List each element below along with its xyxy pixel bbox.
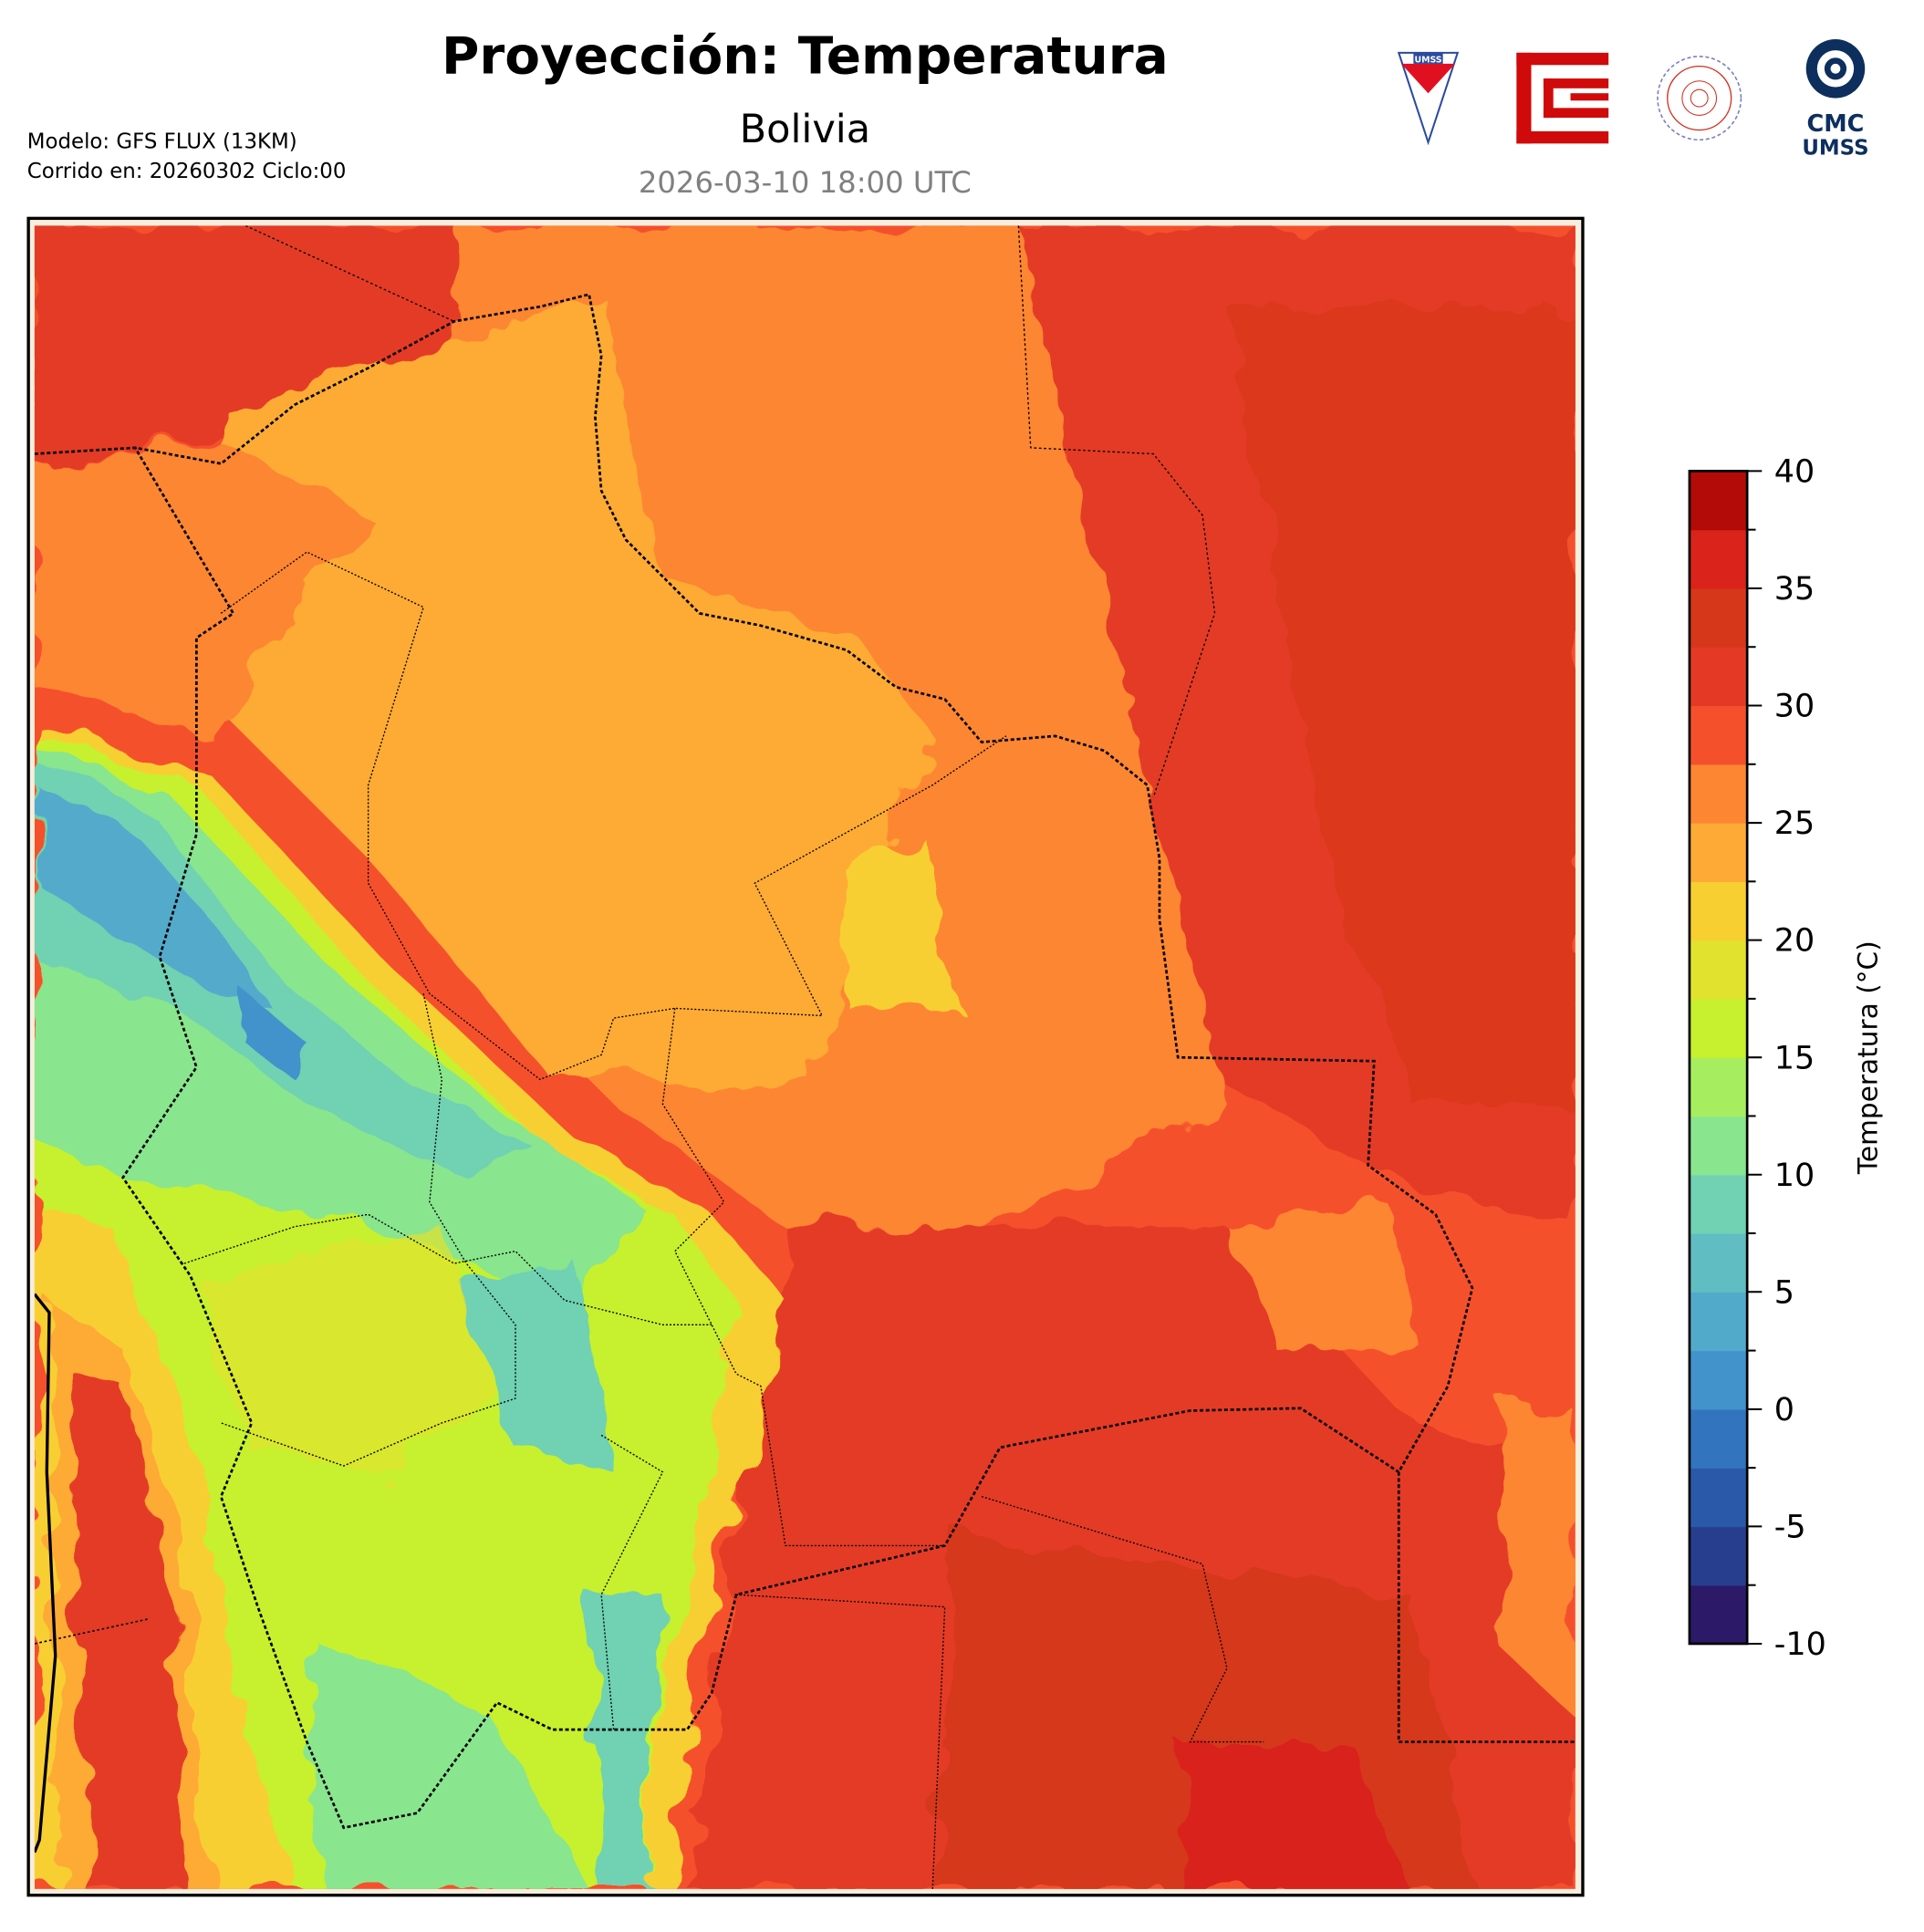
svg-text:UMSS: UMSS <box>1802 136 1868 160</box>
svg-text:CMC: CMC <box>1807 110 1865 138</box>
umss-shield-logo: UMSS <box>1397 51 1460 146</box>
cmc-umss-logo: CMC UMSS <box>1802 39 1869 160</box>
department-borders <box>183 551 1264 1889</box>
physics-department-seal <box>1657 56 1742 141</box>
colorbar-band <box>1689 1174 1748 1234</box>
run-info: Corrido en: 20260302 Ciclo:00 <box>27 160 347 183</box>
figure-title: Proyección: Temperatura <box>442 27 1169 87</box>
temperature-field <box>34 225 1576 1889</box>
colorbar-band <box>1689 705 1748 765</box>
colorbar-tick-label: 0 <box>1774 1392 1794 1428</box>
model-info: Modelo: GFS FLUX (13KM) <box>27 130 297 154</box>
colorbar-band <box>1689 823 1748 883</box>
colorbar-band <box>1689 1350 1748 1410</box>
colorbar-band <box>1689 1408 1748 1469</box>
colorbar-band <box>1689 1584 1748 1645</box>
colorbar-tick-label: 30 <box>1774 689 1815 725</box>
colorbar-band <box>1689 529 1748 589</box>
colorbar-band <box>1689 1526 1748 1586</box>
colorbar-band <box>1689 1292 1748 1352</box>
colorbar-band <box>1689 881 1748 941</box>
colorbar-tick-label: 40 <box>1774 453 1815 490</box>
region-subtitle: Bolivia <box>740 107 870 152</box>
colorbar-tick-label: 25 <box>1774 805 1815 842</box>
colorbar-band <box>1689 1057 1748 1117</box>
svg-text:UMSS: UMSS <box>1414 56 1441 66</box>
colorbar-tick-label: 10 <box>1774 1158 1815 1194</box>
valid-time: 2026-03-10 18:00 UTC <box>639 165 972 200</box>
colorbar-band <box>1689 1233 1748 1293</box>
colorbar-label: Temperatura (°C) <box>1853 940 1884 1175</box>
colorbar-band <box>1689 998 1748 1058</box>
map-frame <box>26 216 1585 1897</box>
colorbar-band <box>1689 763 1748 824</box>
colorbar: -10 -5 0 5 10 15 20 25 30 35 40 <box>1688 453 1826 1663</box>
colorbar-tick-label: 20 <box>1774 923 1815 960</box>
colorbar-band <box>1689 1468 1748 1528</box>
colorbar-band <box>1689 940 1748 1000</box>
fcyt-logo <box>1516 52 1609 144</box>
colorbar-tick-label: 15 <box>1774 1040 1815 1076</box>
country-borders <box>34 225 1576 1854</box>
colorbar-tick-label: -5 <box>1774 1510 1806 1546</box>
colorbar-band <box>1689 647 1748 707</box>
colorbar-band <box>1689 587 1748 648</box>
colorbar-tick-label: -10 <box>1774 1626 1826 1663</box>
colorbar-tick-label: 35 <box>1774 571 1815 608</box>
colorbar-band <box>1689 1116 1748 1176</box>
colorbar-band <box>1689 471 1748 531</box>
colorbar-tick-label: 5 <box>1774 1274 1794 1311</box>
